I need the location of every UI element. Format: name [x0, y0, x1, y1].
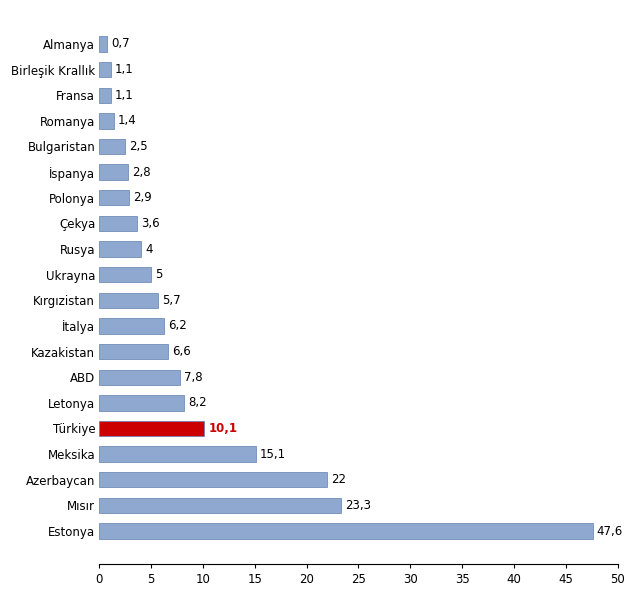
Bar: [99, 216, 137, 231]
Bar: [99, 88, 111, 103]
Bar: [99, 113, 114, 128]
Bar: [99, 344, 168, 359]
Text: 2,8: 2,8: [132, 165, 151, 179]
Text: 8,2: 8,2: [188, 396, 207, 410]
Bar: [99, 62, 111, 77]
Text: 6,2: 6,2: [168, 319, 186, 333]
Bar: [99, 395, 184, 411]
Text: 22: 22: [331, 473, 347, 487]
Text: 4: 4: [145, 242, 153, 256]
Bar: [99, 190, 130, 205]
Bar: [99, 447, 256, 462]
Text: 1,4: 1,4: [118, 115, 137, 127]
Text: 2,5: 2,5: [130, 140, 148, 153]
Text: 6,6: 6,6: [172, 345, 191, 358]
Bar: [99, 524, 593, 538]
Text: 5: 5: [155, 268, 163, 281]
Bar: [99, 267, 151, 282]
Text: 7,8: 7,8: [184, 371, 203, 384]
Bar: [99, 472, 328, 488]
Text: 5,7: 5,7: [163, 294, 181, 307]
Text: 1,1: 1,1: [115, 63, 134, 76]
Bar: [99, 498, 341, 513]
Bar: [99, 370, 180, 385]
Bar: [99, 139, 125, 154]
Bar: [99, 318, 163, 334]
Text: 15,1: 15,1: [260, 448, 286, 461]
Text: 10,1: 10,1: [208, 422, 237, 435]
Bar: [99, 293, 158, 308]
Text: 23,3: 23,3: [345, 499, 371, 512]
Bar: [99, 36, 107, 51]
Bar: [99, 241, 141, 257]
Text: 47,6: 47,6: [597, 525, 623, 537]
Text: 3,6: 3,6: [141, 217, 160, 230]
Text: 0,7: 0,7: [111, 38, 130, 50]
Text: 2,9: 2,9: [134, 191, 153, 204]
Bar: [99, 421, 204, 436]
Bar: [99, 164, 128, 180]
Text: 1,1: 1,1: [115, 89, 134, 101]
